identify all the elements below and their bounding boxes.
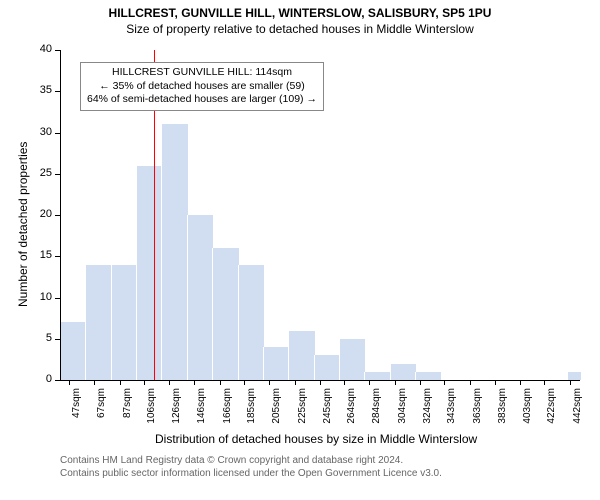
y-tick	[55, 91, 60, 92]
y-tick-label: 40	[22, 43, 52, 55]
x-tick	[269, 380, 270, 385]
x-tick	[520, 380, 521, 385]
histogram-bar	[136, 166, 163, 381]
x-tick-label: 106sqm	[146, 388, 157, 438]
y-tick	[55, 298, 60, 299]
y-tick-label: 20	[22, 208, 52, 220]
x-tick	[244, 380, 245, 385]
x-tick-label: 383sqm	[497, 388, 508, 438]
chart-title: HILLCREST, GUNVILLE HILL, WINTERSLOW, SA…	[0, 0, 600, 20]
y-tick	[55, 50, 60, 51]
x-tick	[570, 380, 571, 385]
histogram-bar	[288, 331, 315, 381]
y-tick-label: 30	[22, 126, 52, 138]
x-tick-label: 47sqm	[71, 388, 82, 438]
histogram-bar	[339, 339, 366, 380]
y-tick-label: 10	[22, 291, 52, 303]
histogram-bar	[263, 347, 290, 380]
y-tick	[55, 174, 60, 175]
x-tick	[395, 380, 396, 385]
annotation-box: HILLCREST GUNVILLE HILL: 114sqm ← 35% of…	[80, 62, 324, 111]
x-tick	[369, 380, 370, 385]
y-tick	[55, 256, 60, 257]
x-tick	[444, 380, 445, 385]
histogram-bar	[187, 215, 214, 380]
x-tick	[94, 380, 95, 385]
x-tick	[344, 380, 345, 385]
x-tick-label: 126sqm	[171, 388, 182, 438]
x-tick-label: 67sqm	[96, 388, 107, 438]
histogram-bar	[212, 248, 239, 380]
y-tick	[55, 380, 60, 381]
x-tick	[120, 380, 121, 385]
y-tick-label: 5	[22, 332, 52, 344]
y-tick	[55, 133, 60, 134]
x-tick	[320, 380, 321, 385]
histogram-bar	[238, 265, 265, 381]
footer-line-2: Contains public sector information licen…	[60, 467, 442, 480]
x-tick-label: 363sqm	[472, 388, 483, 438]
x-tick-label: 422sqm	[546, 388, 557, 438]
x-tick	[194, 380, 195, 385]
x-tick	[169, 380, 170, 385]
x-tick-label: 343sqm	[446, 388, 457, 438]
x-tick-label: 324sqm	[422, 388, 433, 438]
y-tick-label: 0	[22, 373, 52, 385]
y-tick-label: 15	[22, 249, 52, 261]
x-tick	[544, 380, 545, 385]
histogram-bar	[161, 124, 188, 380]
histogram-bar	[364, 372, 391, 380]
x-tick-label: 284sqm	[371, 388, 382, 438]
x-tick-label: 185sqm	[246, 388, 257, 438]
x-tick-label: 205sqm	[271, 388, 282, 438]
x-tick-label: 264sqm	[346, 388, 357, 438]
x-tick-label: 225sqm	[297, 388, 308, 438]
x-tick	[470, 380, 471, 385]
x-tick	[295, 380, 296, 385]
x-tick	[420, 380, 421, 385]
y-axis-line	[60, 50, 61, 380]
annotation-line-2: ← 35% of detached houses are smaller (59…	[87, 80, 317, 94]
x-tick-label: 304sqm	[397, 388, 408, 438]
histogram-bar	[111, 265, 138, 381]
x-tick	[495, 380, 496, 385]
histogram-bar	[390, 364, 417, 381]
histogram-bar	[314, 355, 341, 380]
histogram-bar	[60, 322, 87, 380]
histogram-bar	[85, 265, 112, 381]
y-tick-label: 25	[22, 167, 52, 179]
chart-subtitle: Size of property relative to detached ho…	[0, 20, 600, 36]
x-tick-label: 166sqm	[222, 388, 233, 438]
footer: Contains HM Land Registry data © Crown c…	[60, 454, 442, 480]
x-tick-label: 146sqm	[196, 388, 207, 438]
x-tick	[220, 380, 221, 385]
chart-container: HILLCREST, GUNVILLE HILL, WINTERSLOW, SA…	[0, 0, 600, 500]
x-tick-label: 245sqm	[322, 388, 333, 438]
annotation-line-1: HILLCREST GUNVILLE HILL: 114sqm	[87, 66, 317, 80]
y-tick	[55, 339, 60, 340]
x-tick-label: 403sqm	[522, 388, 533, 438]
histogram-bar	[567, 372, 582, 380]
x-tick-label: 442sqm	[572, 388, 583, 438]
y-tick	[55, 215, 60, 216]
annotation-line-3: 64% of semi-detached houses are larger (…	[87, 93, 317, 107]
y-tick-label: 35	[22, 84, 52, 96]
x-tick	[144, 380, 145, 385]
footer-line-1: Contains HM Land Registry data © Crown c…	[60, 454, 442, 467]
x-tick	[69, 380, 70, 385]
histogram-bar	[415, 372, 442, 380]
x-tick-label: 87sqm	[122, 388, 133, 438]
